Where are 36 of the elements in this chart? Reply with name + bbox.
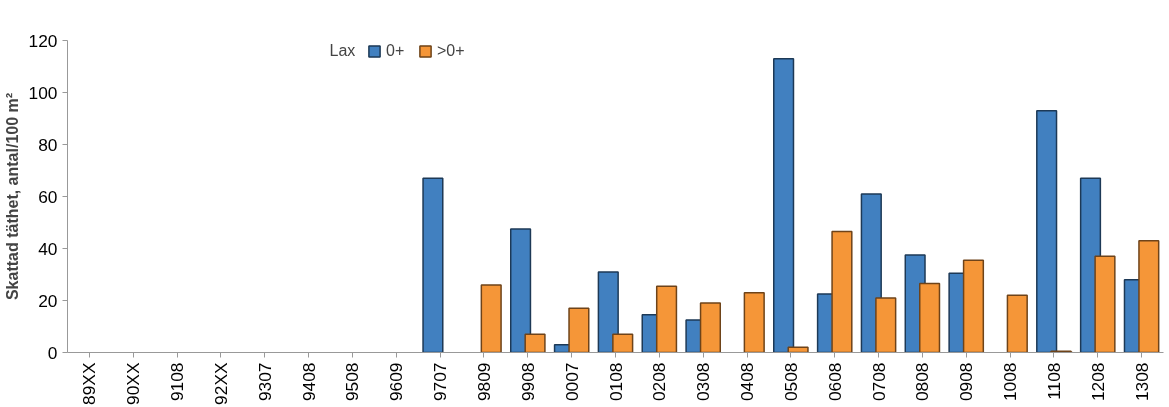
legend-label: 0+ xyxy=(386,42,406,60)
x-tick-label: 1208 xyxy=(1087,362,1108,402)
x-tick-label: 9408 xyxy=(298,362,319,402)
x-tick-label: 0308 xyxy=(693,362,714,402)
x-tick-label: 92XX xyxy=(210,362,231,405)
legend-title: Lax xyxy=(329,42,356,59)
x-tick-label: 9707 xyxy=(430,362,451,402)
x-tick-label: 0608 xyxy=(824,362,845,402)
y-tick-label: 100 xyxy=(28,82,58,103)
x-tick-label: 89XX xyxy=(79,362,100,405)
y-tick-label: 20 xyxy=(38,290,58,311)
x-tick-label: 9508 xyxy=(342,362,363,402)
x-tick-label: 0708 xyxy=(868,362,889,402)
y-tick-label: 60 xyxy=(38,186,58,207)
x-tick-label: 1108 xyxy=(1043,362,1064,400)
y-tick-label: 0 xyxy=(47,342,58,363)
x-tick-label: 9809 xyxy=(473,362,494,402)
y-tick-label: 120 xyxy=(28,30,58,51)
y-axis-title: Skattad täthet, antal/100 m² xyxy=(3,92,21,301)
x-tick-label: 0007 xyxy=(561,362,582,402)
x-tick-label: 9908 xyxy=(517,362,538,402)
x-tick-label: 90XX xyxy=(123,362,144,405)
x-tick-label: 0108 xyxy=(605,362,626,402)
x-tick-label: 1008 xyxy=(1000,362,1021,402)
y-tick-label: 40 xyxy=(38,238,58,259)
x-tick-label: 0408 xyxy=(737,362,758,402)
x-tick-label: 0508 xyxy=(780,362,801,402)
x-tick-label: 0808 xyxy=(912,362,933,402)
x-tick-label: 0208 xyxy=(649,362,670,402)
legend-label: >0+ xyxy=(437,42,465,60)
x-tick-label: 9307 xyxy=(254,362,275,402)
x-tick-label: 0908 xyxy=(956,362,977,402)
y-tick-label: 80 xyxy=(38,134,58,155)
x-tick-label: 9609 xyxy=(386,362,407,402)
x-tick-label: 9108 xyxy=(167,362,188,402)
x-tick-label: 1308 xyxy=(1131,362,1152,402)
